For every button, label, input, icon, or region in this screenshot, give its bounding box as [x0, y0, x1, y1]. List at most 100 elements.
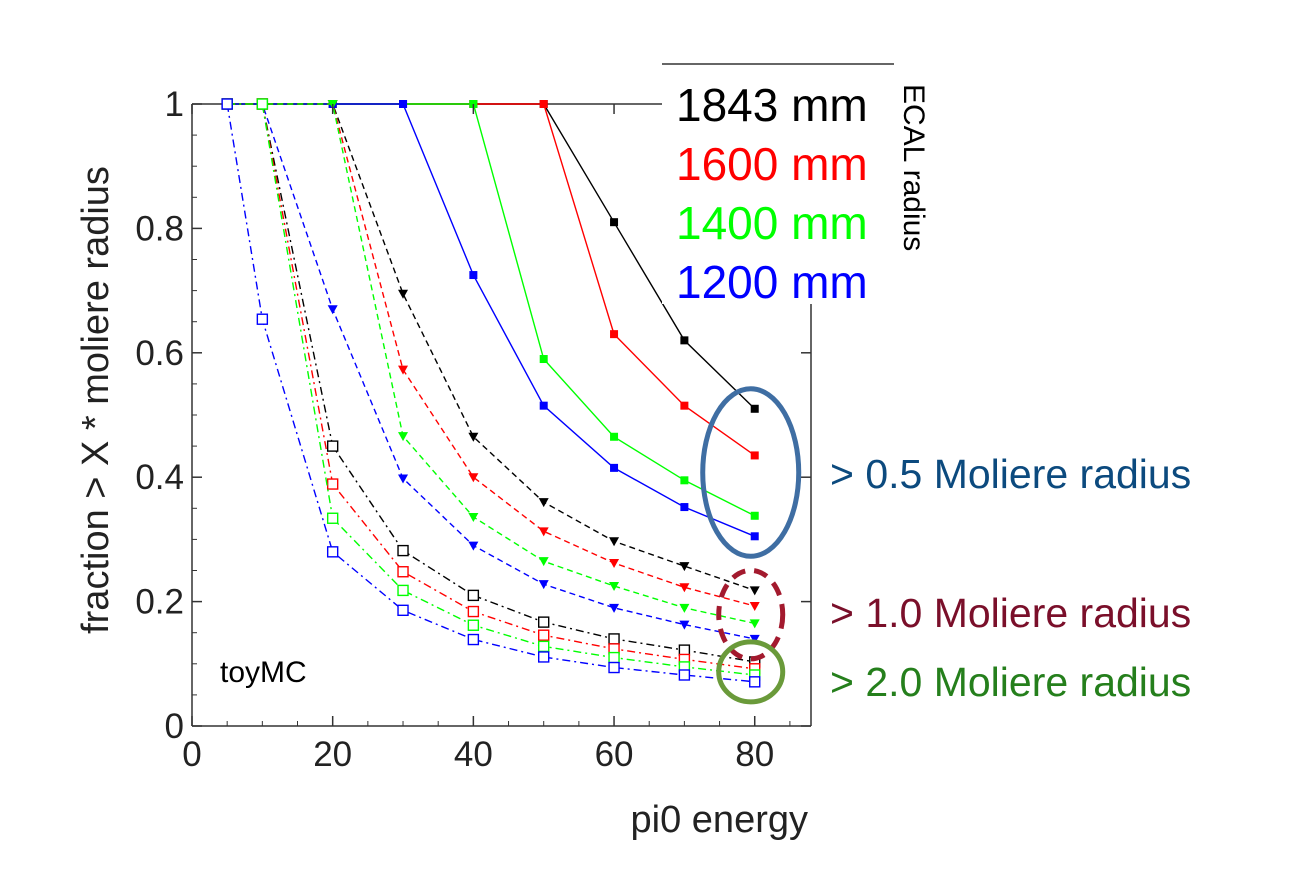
data-point: [749, 601, 760, 611]
data-point: [327, 305, 338, 315]
series-line: [227, 103, 755, 663]
data-point: [467, 605, 480, 618]
data-point: [538, 616, 550, 628]
data-point: [539, 401, 548, 410]
data-point: [539, 100, 548, 108]
data-point: [538, 527, 549, 537]
data-point: [609, 603, 620, 613]
data-point: [539, 355, 548, 364]
legend-label-1600: 1600 mm: [676, 138, 868, 190]
highlight-circle-group-2: [716, 639, 786, 705]
data-point: [398, 289, 409, 299]
data-point: [467, 619, 480, 631]
legend: 1843 mm 1600 mm 1400 mm 1200 mm ECAL rad…: [662, 63, 930, 308]
data-point: [679, 583, 690, 593]
y-tick-label: 0.8: [135, 209, 184, 248]
data-point: [326, 478, 339, 490]
data-point: [680, 503, 689, 512]
legend-label-1843: 1843 mm: [676, 79, 868, 131]
data-point: [397, 604, 409, 617]
data-point: [397, 544, 409, 557]
y-tick-label: 0.2: [135, 583, 184, 622]
data-point: [399, 100, 408, 108]
data-point: [610, 463, 619, 472]
data-point: [749, 586, 760, 596]
data-point: [538, 651, 550, 663]
data-point: [608, 651, 620, 664]
group-label-2-0: > 2.0 Moliere radius: [830, 659, 1191, 705]
data-point: [608, 633, 620, 645]
data-point: [678, 644, 691, 656]
data-point: [469, 271, 478, 280]
group-label-1-0: > 1.0 Moliere radius: [830, 590, 1191, 636]
data-point: [256, 98, 269, 110]
data-point: [609, 582, 620, 592]
data-point: [680, 401, 689, 410]
data-point: [468, 513, 479, 523]
data-point: [398, 432, 409, 442]
data-point: [326, 512, 339, 524]
data-point: [679, 620, 690, 630]
data-point: [749, 634, 760, 644]
data-point: [679, 603, 690, 613]
data-point: [609, 559, 620, 569]
data-point: [609, 537, 620, 547]
data-point: [680, 336, 689, 345]
y-axis-title: fraction > X * moliere radius: [75, 166, 117, 634]
data-point: [468, 432, 479, 442]
data-point: [467, 633, 480, 646]
toymc-annotation: toyMC: [220, 656, 307, 689]
data-point: [538, 498, 549, 508]
legend-title: ECAL radius: [897, 84, 930, 251]
highlight-circle-group-0: [700, 386, 802, 559]
data-point: [680, 476, 689, 485]
data-point: [538, 629, 550, 641]
data-point: [326, 546, 339, 558]
data-point: [608, 661, 620, 674]
group-label-0-5: > 0.5 Moliere radius: [830, 451, 1191, 497]
data-point: [467, 589, 480, 602]
series-line: [227, 103, 755, 607]
data-point: [750, 511, 759, 520]
data-point: [538, 580, 549, 590]
series-1400-mm-group-2: [221, 98, 761, 681]
data-point: [397, 566, 409, 578]
data-point: [750, 404, 759, 413]
data-point: [326, 440, 339, 452]
x-tick-label: 20: [313, 735, 352, 774]
data-point: [468, 473, 479, 483]
x-tick-label: 0: [182, 735, 201, 774]
axis-ticks: 0 20 40 60 80 0 0.2 0.4 0.6 0.8 1: [135, 85, 811, 774]
y-tick-label: 1: [165, 85, 184, 124]
data-point: [610, 218, 619, 227]
data-point: [678, 669, 691, 681]
data-point: [610, 432, 619, 441]
legend-background: [662, 64, 894, 304]
x-axis-title: pi0 energy: [631, 799, 808, 841]
x-tick-label: 40: [454, 735, 493, 774]
x-tick-label: 80: [735, 735, 774, 774]
data-point: [749, 676, 761, 688]
data-point: [538, 640, 550, 653]
data-point: [538, 557, 549, 567]
series-1200-mm-group-2: [221, 98, 761, 688]
series-line: [227, 103, 755, 592]
data-point: [610, 330, 619, 339]
y-tick-label: 0.4: [135, 458, 184, 497]
data-point: [749, 619, 760, 629]
x-tick-label: 60: [595, 735, 634, 774]
data-point: [398, 474, 409, 484]
data-point: [750, 451, 759, 460]
data-point: [221, 98, 233, 110]
highlight-circle-group-1: [716, 567, 786, 662]
data-point: [679, 562, 690, 572]
data-point: [750, 532, 759, 541]
data-point: [468, 541, 479, 551]
legend-label-1200: 1200 mm: [676, 256, 868, 308]
group-highlight-circles: [700, 386, 802, 705]
legend-label-1400: 1400 mm: [676, 197, 868, 249]
data-point: [397, 584, 409, 597]
y-tick-label: 0.6: [135, 334, 184, 373]
data-point: [398, 365, 409, 375]
